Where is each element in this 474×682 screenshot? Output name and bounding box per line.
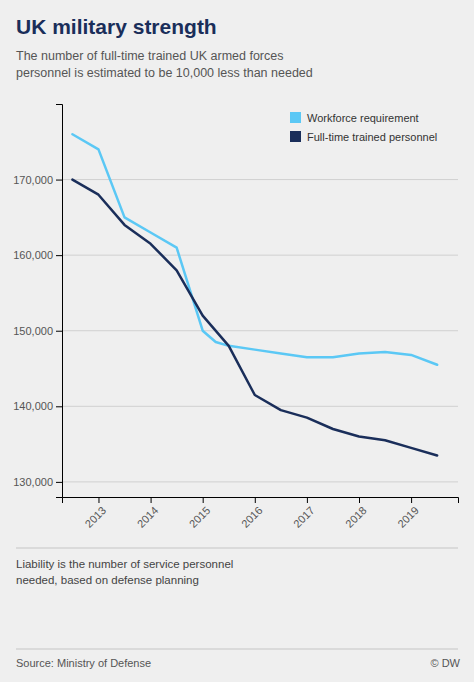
y-tick-mark [56,331,62,332]
x-tick-mark [255,497,256,503]
x-tick-label: 2014 [135,504,161,530]
x-tick-mark [203,497,204,503]
y-tick: 150,000 [13,325,62,337]
footnote: Liability is the number of service perso… [16,558,233,586]
x-tick: 2013 [83,497,109,530]
x-tick-label: 2019 [395,504,421,530]
y-tick-mark [56,180,62,181]
x-tick-label: 2013 [83,504,109,530]
series-line [72,180,437,456]
grid [62,180,458,482]
source: Source: Ministry of Defense [16,657,151,669]
subtitle-line: personnel is estimated to be 10,000 less… [16,66,313,80]
y-tick-label: 170,000 [13,174,53,186]
x-tick-mark [98,497,99,503]
grid-line [62,406,458,407]
y-tick-label: 140,000 [13,400,53,412]
y-axis: 130,000 140,000 150,000 160,000 170,000 [13,105,62,498]
grid-line [62,481,458,482]
subtitle-line: The number of full-time trained UK armed… [16,49,283,63]
plot-area: 130,000140,000150,000160,000170,00020132… [13,105,458,530]
x-tick: 2016 [239,497,265,530]
x-axis-line [63,498,459,504]
x-tick-label: 2017 [291,504,317,530]
legend-swatch [290,131,301,142]
source-line: Source: Ministry of Defense [16,657,151,669]
x-tick-label: 2018 [343,504,369,530]
y-tick-mark [56,482,62,483]
legend-item: Workforce requirement [290,112,419,124]
legend-label: Full-time trained personnel [307,131,437,143]
x-tick-label: 2016 [239,504,265,530]
y-tick-mark [56,406,62,407]
subtitle: The number of full-time trained UK armed… [16,49,313,80]
footnote-line: needed, based on defense planning [16,574,199,586]
y-tick: 170,000 [13,174,62,186]
y-tick-label: 160,000 [13,249,53,261]
grid-line [62,255,458,256]
x-tick-mark [411,497,412,503]
legend-swatch [290,112,301,123]
x-tick: 2017 [291,497,317,530]
legend-label: Workforce requirement [307,112,419,124]
grid-line [62,330,458,331]
title: UK military strength [16,15,217,38]
lines [72,134,437,455]
legend-item: Full-time trained personnel [290,131,437,143]
x-tick: 2014 [135,497,161,530]
y-tick-label: 150,000 [13,325,53,337]
chart: UK military strength The number of full-t… [0,0,474,682]
x-tick-mark [151,497,152,503]
copyright-line: © DW [431,657,461,669]
y-tick-label: 130,000 [13,476,53,488]
series-line [72,134,437,365]
y-tick: 130,000 [13,476,62,488]
x-tick-label: 2015 [187,504,213,530]
y-tick: 140,000 [13,400,62,412]
x-tick: 2019 [395,497,421,530]
title-line: UK military strength [16,15,217,38]
grid-line [62,179,458,180]
separator [16,649,458,650]
x-tick-mark [307,497,308,503]
separator [16,548,458,549]
x-tick: 2018 [343,497,369,530]
y-axis-line [56,105,63,498]
legend: Workforce requirement Full-time trained p… [290,112,437,143]
y-tick: 160,000 [13,249,62,261]
footnote-line: Liability is the number of service perso… [16,558,233,570]
copyright: © DW [431,657,461,669]
x-tick: 2015 [187,497,213,530]
x-axis: 2013 2014 2015 2016 2017 2018 2019 [63,497,459,530]
y-tick-mark [56,255,62,256]
x-tick-mark [359,497,360,503]
